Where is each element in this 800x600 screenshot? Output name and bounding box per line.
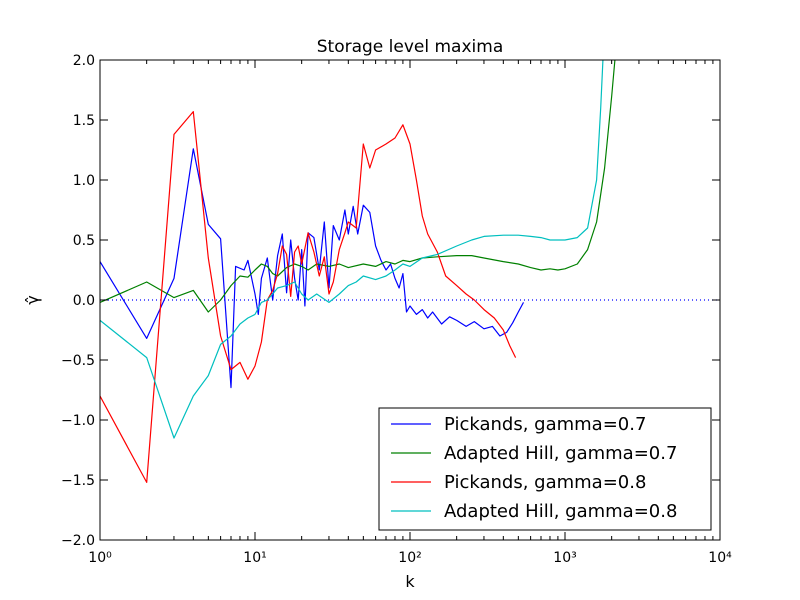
x-tick-label: 10⁴: [708, 550, 732, 566]
tick-layer: 10⁰ 10¹ 10² 10³ 10⁴ −2.0 −1.5 −1.0 −0.5 0.0 0.5 1.0…: [61, 53, 732, 566]
y-tick-label: 2.0: [73, 53, 95, 69]
series-line-1: [100, 148, 525, 389]
y-axis-label: γ̂: [23, 295, 42, 304]
legend: Pickands, gamma=0.7 Adapted Hill, gamma=0…: [378, 407, 712, 531]
y-tick-label: −1.5: [61, 473, 95, 489]
series-line-4: [100, 60, 604, 439]
x-tick-label: 10²: [398, 550, 421, 566]
legend-label-2: Adapted Hill, gamma=0.7: [444, 443, 677, 464]
y-tick-label: −1.0: [61, 413, 95, 429]
series-line-3: [100, 110, 517, 483]
x-axis-label: k: [405, 572, 415, 591]
series-line-2: [100, 60, 616, 313]
y-tick-label: 0.5: [73, 233, 95, 249]
legend-label-3: Pickands, gamma=0.8: [444, 472, 646, 493]
y-tick-label: −2.0: [61, 533, 95, 549]
x-tick-label: 10³: [553, 550, 576, 566]
y-tick-label: −0.5: [61, 353, 95, 369]
legend-box: [378, 407, 712, 531]
y-tick-label: 1.0: [73, 173, 95, 189]
chart-title: Storage level maxima: [317, 37, 504, 57]
legend-label-1: Pickands, gamma=0.7: [444, 414, 646, 435]
x-tick-label: 10⁰: [88, 550, 112, 566]
y-tick-label: 1.5: [73, 113, 95, 129]
x-tick-label: 10¹: [243, 550, 266, 566]
y-tick-label: 0.0: [73, 293, 95, 309]
series-layer: [100, 60, 616, 483]
legend-label-4: Adapted Hill, gamma=0.8: [444, 501, 677, 522]
